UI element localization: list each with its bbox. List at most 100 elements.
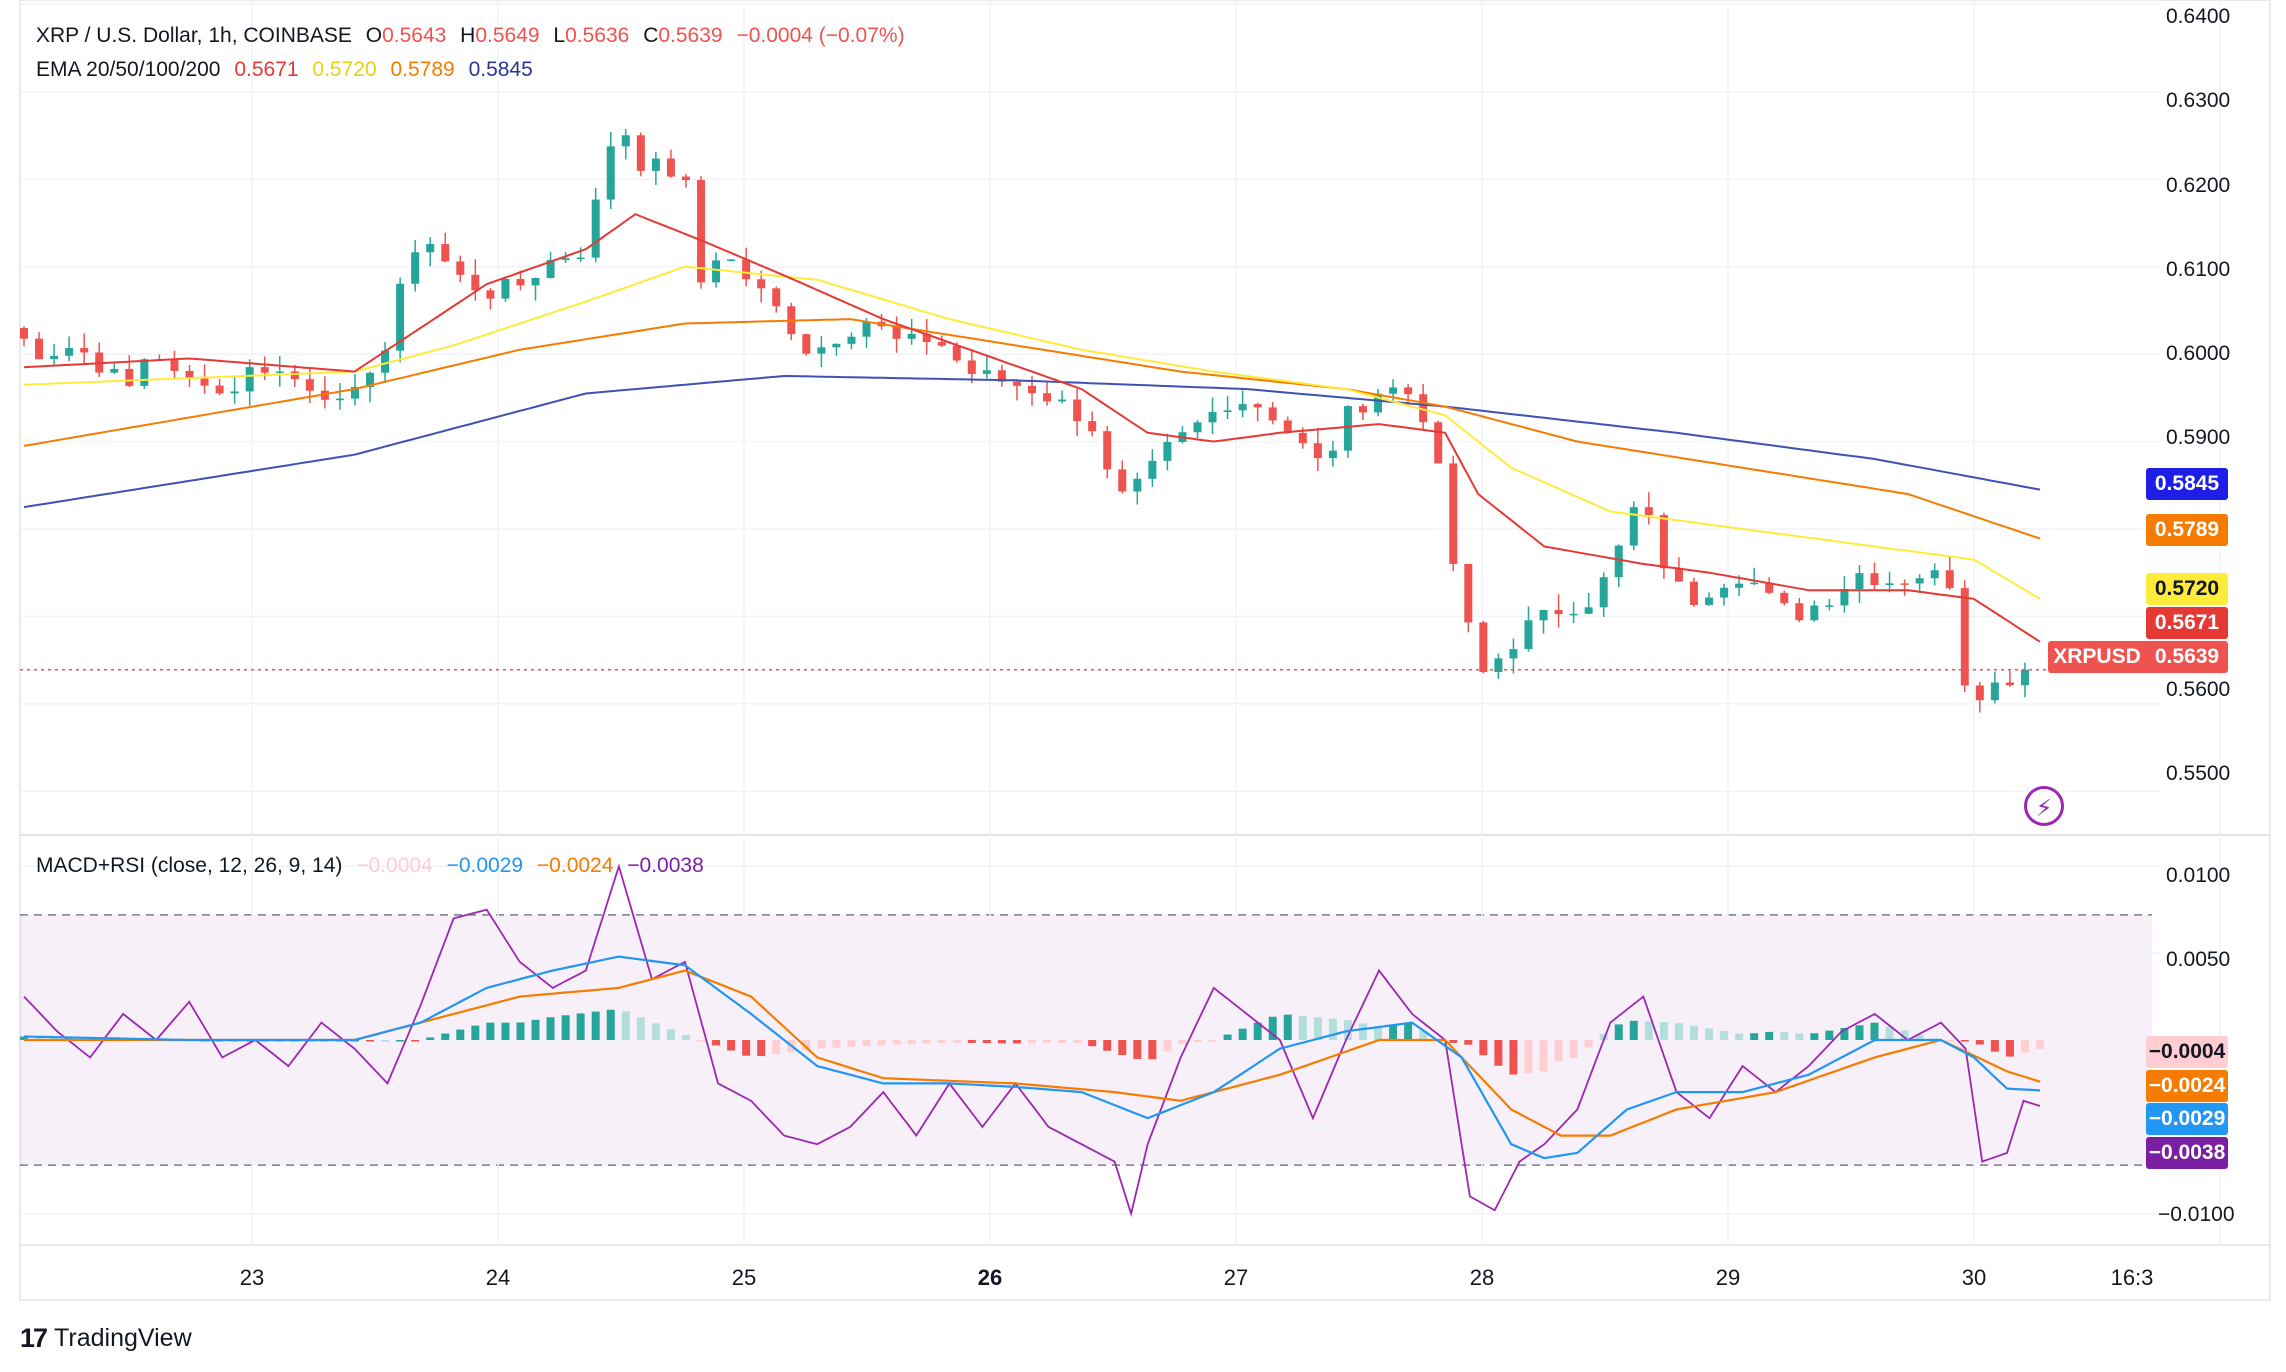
ema-legend[interactable]: EMA 20/50/100/200 0.5671 0.5720 0.5789 0…: [36, 58, 541, 82]
candle-body: [2020, 669, 2029, 686]
candle-body: [1298, 432, 1307, 444]
macd-hist-bar: [1644, 1021, 1653, 1040]
candle-body: [20, 328, 28, 339]
macd-hist-bar: [636, 1017, 645, 1040]
candle-body: [1434, 422, 1443, 464]
tradingview-icon: 17: [20, 1323, 48, 1353]
candle-body: [396, 283, 405, 351]
macd-hist-bar: [892, 1040, 901, 1045]
candle-body: [80, 348, 89, 353]
candle-body: [1313, 443, 1322, 459]
candle-body: [1825, 605, 1834, 607]
candle-body: [531, 277, 540, 286]
macd-hist-bar: [1389, 1025, 1398, 1040]
macd-hist-bar: [922, 1040, 931, 1044]
macd-hist-bar: [2036, 1040, 2044, 1049]
ohlc-open: O0.5643: [365, 24, 447, 47]
candle-body: [215, 385, 224, 394]
candle-body: [1539, 609, 1548, 621]
candle-body: [1629, 507, 1638, 546]
candle-body: [1088, 421, 1097, 432]
macd-hist-bar: [727, 1040, 736, 1051]
macd-hist-bar: [561, 1015, 570, 1040]
symbol-tag: XRPUSD: [2048, 641, 2146, 673]
tradingview-logo[interactable]: 17 TradingView: [20, 1323, 192, 1354]
lightning-icon[interactable]: ⚡: [2024, 786, 2064, 826]
candles: [20, 129, 2029, 713]
candle-body: [275, 371, 284, 373]
macd-hist-bar: [471, 1025, 480, 1040]
macd-tick: 0.0050: [2166, 948, 2231, 971]
macd-hist-bar: [1464, 1040, 1473, 1045]
grid-lines: [20, 0, 2221, 1245]
macd-hist-bar: [1358, 1023, 1367, 1040]
macd-hist-bar: [862, 1040, 871, 1047]
candle-body: [1133, 478, 1142, 492]
macd-hist-bar: [1780, 1032, 1789, 1040]
last-price-tag: 0.5639: [2146, 641, 2228, 673]
macd-hist-bar: [1524, 1040, 1533, 1073]
chart-frame: [19, 0, 2271, 1301]
ema50-tag: 0.5720: [2146, 573, 2228, 605]
candle-body: [125, 368, 134, 386]
macd-lines: [23, 863, 2041, 1218]
macd-hist-bar: [1494, 1040, 1503, 1066]
macd-hist-bar: [1178, 1040, 1187, 1045]
candle-body: [1795, 603, 1804, 621]
rsi-value: −0.0038: [627, 854, 704, 877]
candle-body: [1028, 385, 1036, 394]
macd-hist-bar: [1419, 1030, 1428, 1040]
macd-legend[interactable]: MACD+RSI (close, 12, 26, 9, 14) −0.0004 …: [36, 854, 712, 878]
candle-body: [546, 259, 555, 278]
macd-hist-bar: [1735, 1033, 1744, 1040]
macd-hist-bar: [907, 1040, 916, 1045]
candle-body: [1283, 420, 1292, 433]
candle-body: [937, 342, 946, 346]
candle-body: [1720, 587, 1729, 598]
macd-hist-bar: [1569, 1040, 1578, 1058]
macd-hist-bar: [651, 1023, 660, 1040]
candle-body: [1659, 515, 1668, 569]
candle-body: [1689, 581, 1698, 605]
macd-hist-bar: [381, 1040, 390, 1042]
macd-hist-bar: [501, 1022, 510, 1040]
macd-hist-bar: [1163, 1040, 1172, 1052]
macd-hist-bar: [1975, 1040, 1984, 1045]
day-label: 25: [731, 1265, 757, 1290]
candle-body: [1043, 393, 1052, 402]
macd-hist-bar: [486, 1022, 495, 1040]
macd-hist-bar: [1795, 1033, 1804, 1040]
macd-hist-bar: [1028, 1040, 1036, 1044]
ohlc-high: H0.5649: [460, 24, 540, 47]
macd-hist-bar: [1870, 1022, 1879, 1040]
candle-body: [1389, 387, 1398, 394]
candle-body: [1765, 582, 1774, 593]
macd-hist-bar: [1374, 1026, 1383, 1040]
macd-hist-bar: [967, 1040, 976, 1043]
candle-body: [1253, 404, 1262, 408]
macd-tick: 0.0100: [2166, 864, 2231, 887]
candle-body: [1464, 563, 1473, 623]
macd-hist-bar: [441, 1033, 450, 1040]
macd-hist-bar: [666, 1029, 675, 1040]
candle-body: [350, 387, 359, 399]
symbol-legend: XRP / U.S. Dollar, 1h, COINBASE O0.5643 …: [36, 24, 913, 48]
candle-body: [1750, 582, 1759, 585]
candle-body: [666, 158, 675, 177]
macd-hist-bar: [426, 1037, 435, 1040]
macd-hist-bar: [681, 1035, 690, 1040]
ohlc-low: L0.5636: [553, 24, 630, 47]
macd-hist-bar: [50, 1037, 59, 1040]
macd-hist-bar: [591, 1011, 600, 1040]
candle-body: [1915, 578, 1924, 584]
macd-hist-bar: [1720, 1030, 1729, 1040]
macd-hist-bar: [802, 1040, 811, 1051]
candle-body: [982, 370, 991, 374]
candle-body: [290, 371, 299, 380]
macd-hist-bar: [2020, 1040, 2029, 1053]
candle-body: [185, 370, 194, 379]
candle-body: [501, 278, 510, 299]
ema100-value: 0.5789: [390, 58, 455, 81]
macd-hist-bar: [1705, 1028, 1714, 1040]
